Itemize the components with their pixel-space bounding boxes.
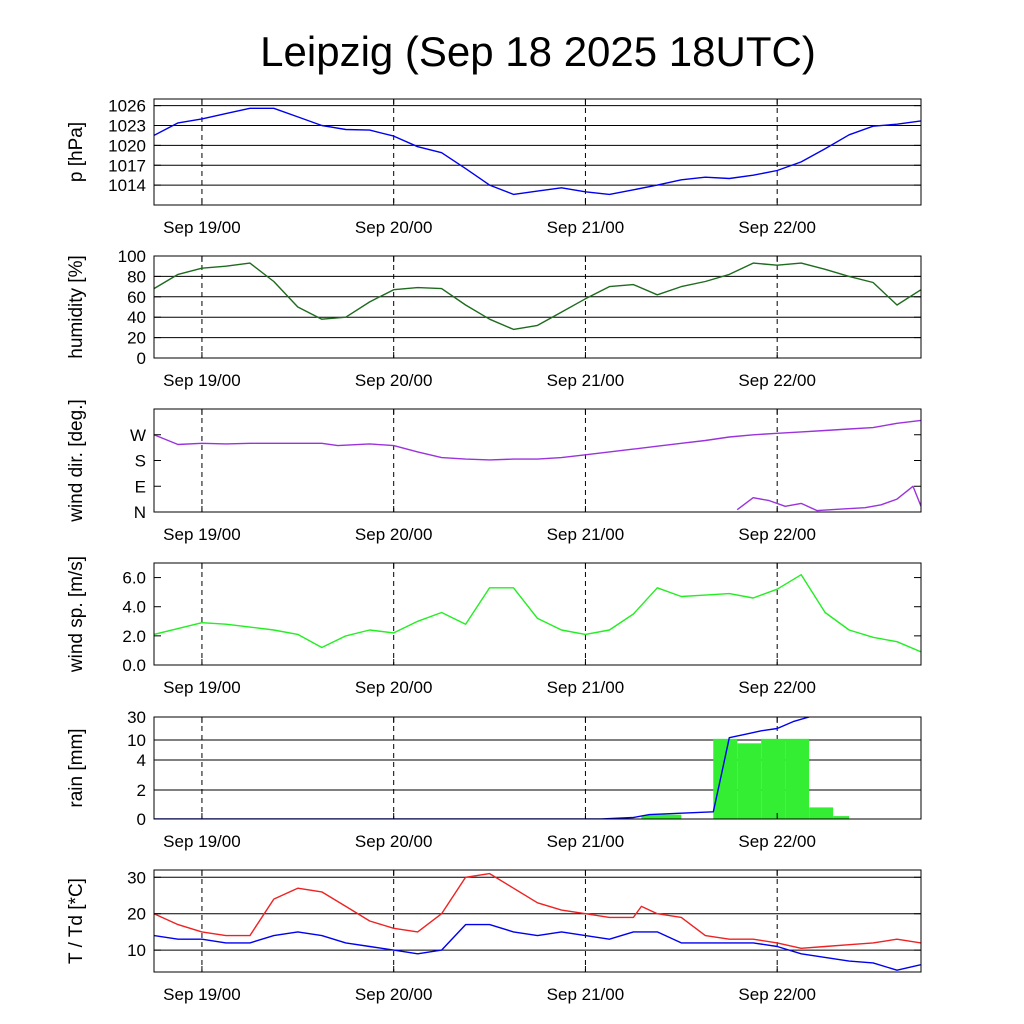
- y-tick-label: E: [135, 477, 146, 496]
- y-tick-label: 1023: [108, 117, 146, 136]
- x-tick-label: Sep 22/00: [738, 985, 816, 1004]
- y-tick-label: 1014: [108, 176, 146, 195]
- y-axis-label: T / Td [*C]: [66, 878, 87, 964]
- panel-frame: [153, 869, 922, 973]
- y-tick-label: 20: [127, 329, 146, 348]
- series-winddir-0: [154, 419, 921, 461]
- y-tick-label: W: [130, 426, 146, 445]
- x-tick-label: Sep 20/00: [355, 525, 433, 544]
- x-tick-label: Sep 21/00: [547, 832, 625, 851]
- x-tick-label: Sep 19/00: [163, 678, 241, 697]
- panel-temperature: 10 20 30 Sep 19/00 Sep 20/00 Sep 21/00 Sep 22/…: [66, 868, 922, 1004]
- series-humidity-0: [154, 262, 921, 331]
- series-temperature-0: [154, 872, 921, 949]
- y-tick-label: 1017: [108, 156, 146, 175]
- series-temperature-1: [154, 923, 921, 971]
- rain-bar: [833, 816, 850, 819]
- rain-bar: [785, 738, 810, 819]
- series-winddir-1: [736, 485, 921, 512]
- panel-rain: 0 2 410 30 Sep 19/00 Sep 20/00 Sep 21/00 Sep 22…: [66, 708, 922, 851]
- y-tick-label: 4.0: [122, 598, 146, 617]
- y-tick-label: 1020: [108, 136, 146, 155]
- y-axis-label: wind dir. [deg.]: [66, 399, 87, 523]
- y-tick-label: 10: [127, 941, 146, 960]
- y-tick-label: 100: [118, 247, 146, 266]
- x-tick-label: Sep 21/00: [547, 678, 625, 697]
- y-tick-label: 2.0: [122, 627, 146, 646]
- x-tick-label: Sep 21/00: [547, 371, 625, 390]
- x-tick-label: Sep 19/00: [163, 985, 241, 1004]
- y-tick-label: 40: [127, 308, 146, 327]
- rain-bar: [761, 738, 786, 819]
- y-axis-label: rain [mm]: [66, 728, 87, 807]
- y-tick-label: 60: [127, 288, 146, 307]
- panel-frame: [153, 98, 922, 206]
- y-tick-label: 2: [137, 781, 146, 800]
- x-tick-label: Sep 19/00: [163, 832, 241, 851]
- y-tick-label: 4: [137, 751, 146, 770]
- y-axis-label: wind sp. [m/s]: [66, 556, 87, 673]
- x-tick-label: Sep 20/00: [355, 832, 433, 851]
- x-tick-label: Sep 22/00: [738, 371, 816, 390]
- y-tick-label: 0: [137, 349, 146, 368]
- x-tick-label: Sep 19/00: [163, 371, 241, 390]
- x-tick-label: Sep 20/00: [355, 678, 433, 697]
- y-tick-label: 1026: [108, 97, 146, 116]
- panel-frame: [153, 408, 922, 513]
- panel-frame: [153, 562, 922, 666]
- x-tick-label: Sep 20/00: [355, 371, 433, 390]
- x-tick-label: Sep 21/00: [547, 525, 625, 544]
- y-tick-label: 30: [127, 708, 146, 727]
- x-tick-label: Sep 22/00: [738, 832, 816, 851]
- chart-title: Leipzig (Sep 18 2025 18UTC): [260, 28, 816, 75]
- x-tick-label: Sep 22/00: [738, 525, 816, 544]
- y-tick-label: S: [135, 452, 146, 471]
- x-tick-label: Sep 22/00: [738, 218, 816, 237]
- x-tick-label: Sep 20/00: [355, 218, 433, 237]
- y-tick-label: 6.0: [122, 569, 146, 588]
- panel-frame: [153, 255, 922, 359]
- rain-bar: [737, 743, 762, 819]
- rain-bar: [657, 814, 682, 819]
- panel-frame: [153, 716, 922, 820]
- x-tick-label: Sep 20/00: [355, 985, 433, 1004]
- rain-bar: [713, 738, 738, 819]
- rain-bar: [645, 814, 654, 819]
- rain-bar: [809, 807, 834, 819]
- y-axis-label: humidity [%]: [66, 255, 87, 358]
- y-tick-label: 20: [127, 905, 146, 924]
- y-axis-label: p [hPa]: [66, 122, 87, 182]
- y-tick-label: 0: [137, 810, 146, 829]
- x-tick-label: Sep 19/00: [163, 218, 241, 237]
- y-tick-label: 80: [127, 267, 146, 286]
- series-pressure-0: [154, 107, 921, 196]
- series-windspeed-0: [154, 574, 921, 653]
- x-tick-label: Sep 22/00: [738, 678, 816, 697]
- panel-windspeed: 0.0 2.0 4.0 6.0 Sep 19/00 Sep 20/00 Sep 21/00 S…: [66, 556, 922, 697]
- y-tick-label: N: [134, 503, 146, 522]
- x-tick-label: Sep 21/00: [547, 985, 625, 1004]
- y-tick-label: 10: [127, 731, 146, 750]
- y-tick-label: 30: [127, 868, 146, 887]
- x-tick-label: Sep 21/00: [547, 218, 625, 237]
- x-tick-label: Sep 19/00: [163, 525, 241, 544]
- y-tick-label: 0.0: [122, 656, 146, 675]
